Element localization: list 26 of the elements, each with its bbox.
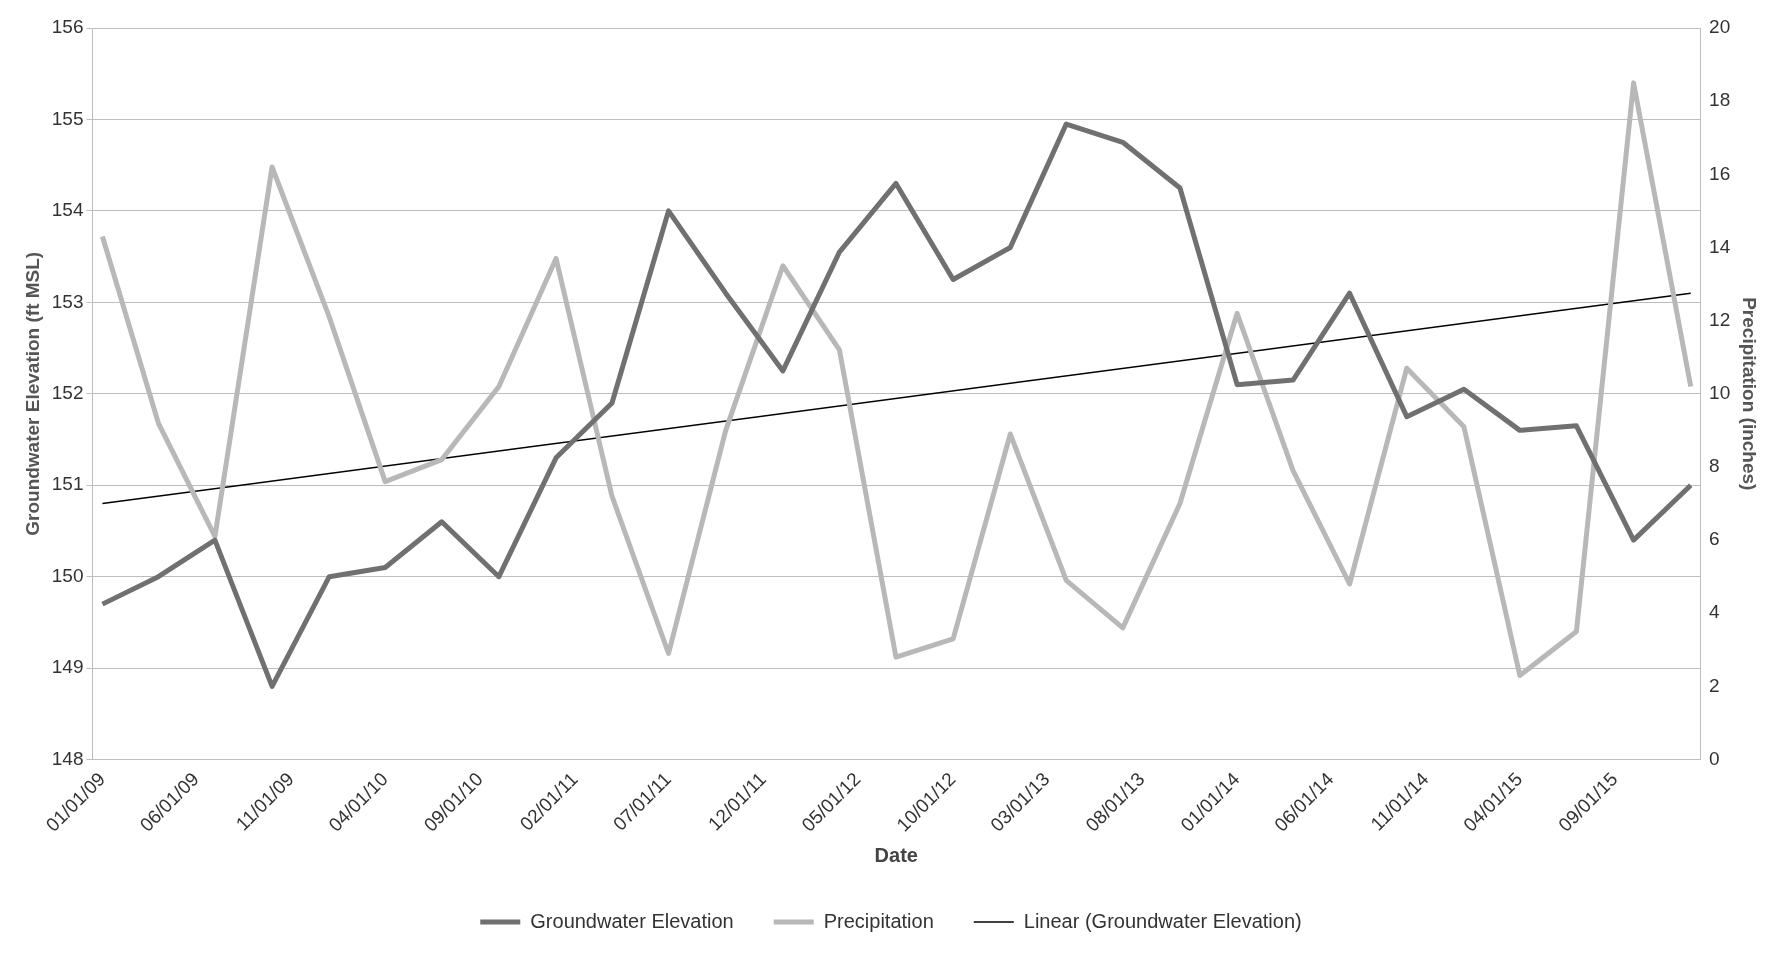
y-tick-label: 154 — [51, 199, 84, 221]
y-tick-label: 152 — [51, 382, 84, 404]
y2-tick-label: 2 — [1709, 674, 1720, 696]
y2-tick-label: 8 — [1709, 455, 1720, 477]
y2-tick-label: 20 — [1709, 16, 1731, 38]
y-tick-label: 149 — [51, 656, 84, 678]
y2-tick-label: 6 — [1709, 528, 1720, 550]
y-tick-label: 155 — [51, 107, 84, 129]
y2-tick-label: 18 — [1709, 89, 1731, 111]
x-axis-title: Date — [874, 843, 918, 866]
y-tick-label: 150 — [51, 564, 84, 586]
legend-label: Linear (Groundwater Elevation) — [1023, 909, 1302, 932]
y2-tick-label: 0 — [1709, 747, 1720, 769]
y2-tick-label: 12 — [1709, 308, 1731, 330]
y-tick-label: 148 — [51, 747, 84, 769]
legend-label: Groundwater Elevation — [530, 909, 734, 932]
y2-tick-label: 16 — [1709, 162, 1731, 184]
y2-tick-label: 10 — [1709, 382, 1731, 404]
y2-tick-label: 4 — [1709, 601, 1721, 623]
y-axis-title: Groundwater Elevation (ft MSL) — [21, 251, 43, 536]
y-tick-label: 156 — [51, 16, 84, 38]
y-tick-label: 151 — [51, 473, 84, 495]
y-tick-label: 153 — [51, 290, 84, 312]
legend-label: Precipitation — [823, 909, 934, 932]
y2-tick-label: 14 — [1709, 235, 1731, 257]
y2-axis-title: Precipitation (inches) — [1739, 297, 1761, 491]
